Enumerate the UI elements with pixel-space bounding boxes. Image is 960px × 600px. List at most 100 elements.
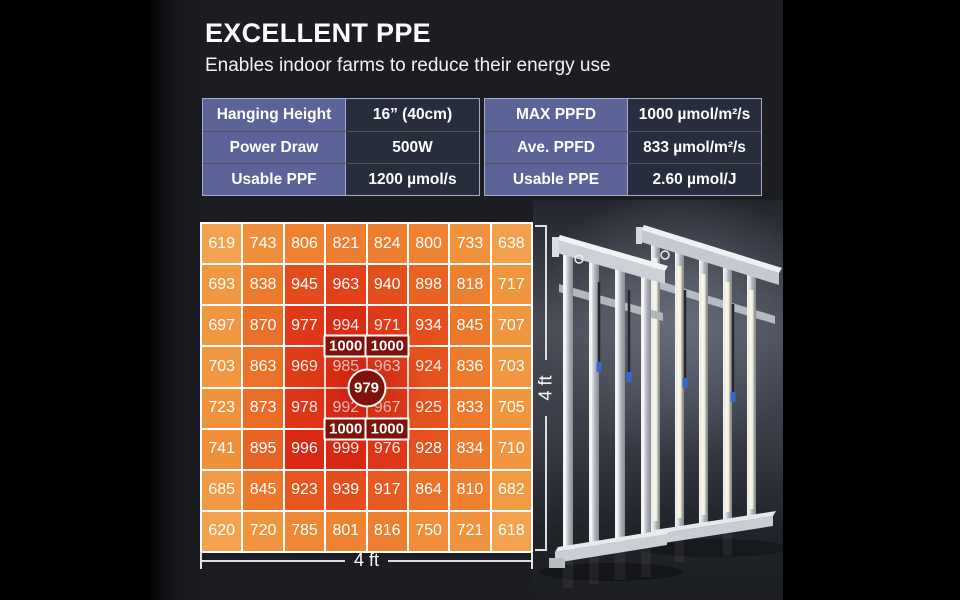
- ppfd-cell: 693: [202, 265, 242, 305]
- rail-end-cap: [552, 237, 559, 257]
- ppfd-cell: 682: [491, 470, 531, 510]
- dimension-line: [388, 559, 532, 562]
- bottom-rail: [555, 534, 667, 563]
- ppfd-cell: 806: [284, 224, 325, 264]
- ppfd-cell: 810: [450, 470, 490, 510]
- ppfd-cell: 917: [367, 470, 407, 510]
- spec-table-left: Hanging Height 16” (40cm) Power Draw 500W Us…: [202, 98, 480, 196]
- ppfd-cell: 945: [284, 265, 325, 305]
- spec-value: 833 µmol/m²/s: [628, 132, 761, 163]
- ppfd-cell: 870: [243, 306, 283, 346]
- ppfd-cell: 985: [326, 347, 366, 387]
- dimension-line: [545, 225, 547, 360]
- top-rail-face: [557, 235, 668, 271]
- ppfd-cell: 976: [367, 429, 407, 469]
- x-dimension: 4 ft: [200, 550, 534, 570]
- ppfd-cell: 963: [326, 265, 366, 305]
- dimension-line: [545, 416, 547, 551]
- ppfd-cell: 978: [284, 388, 325, 428]
- ppfd-cell: 707: [491, 306, 531, 346]
- ppfd-cell: 703: [202, 347, 242, 387]
- dimension-tick: [531, 552, 534, 569]
- ppfd-cell: 925: [408, 388, 449, 428]
- ppfd-cell: 967: [367, 388, 407, 428]
- spec-label: Power Draw: [203, 132, 346, 163]
- ppfd-cell: 963: [367, 347, 407, 387]
- ppfd-cell: 838: [243, 265, 283, 305]
- bottom-rail-face: [555, 529, 670, 552]
- ppfd-cell: 999: [326, 429, 366, 469]
- ppfd-cell: 992: [326, 388, 366, 428]
- ppfd-cell: 818: [450, 265, 490, 305]
- spec-value: 500W: [346, 132, 479, 163]
- ppfd-cell: 928: [408, 429, 449, 469]
- x-dimension-label: 4 ft: [354, 550, 380, 570]
- ppfd-cell: 785: [284, 511, 325, 551]
- spreader-rail: [559, 284, 663, 321]
- dimension-tick: [200, 552, 202, 569]
- ppfd-cell: 720: [243, 511, 283, 551]
- ppfd-cell: 618: [491, 511, 531, 551]
- spec-value: 1200 µmol/s: [346, 164, 479, 195]
- top-rail-face: [641, 225, 782, 273]
- spec-label: Usable PPE: [485, 164, 628, 195]
- ppfd-cell: 934: [408, 306, 449, 346]
- ppfd-cell: 940: [367, 265, 407, 305]
- ppfd-cell: 821: [326, 224, 366, 264]
- floor-reflections: [563, 528, 732, 588]
- cable-connector: [730, 392, 736, 402]
- ppfd-cell: 733: [450, 224, 490, 264]
- spec-row: MAX PPFD 1000 µmol/m²/s: [485, 99, 761, 131]
- floor-shadow: [637, 539, 783, 557]
- ppfd-cell: 977: [284, 306, 325, 346]
- ppfd-cell: 801: [326, 511, 366, 551]
- page-subtitle: Enables indoor farms to reduce their ene…: [205, 55, 611, 76]
- ppfd-cell: 836: [450, 347, 490, 387]
- cable-connector: [626, 372, 632, 382]
- ppfd-cell: 705: [491, 388, 531, 428]
- spec-label: MAX PPFD: [485, 99, 628, 131]
- page-title: EXCELLENT PPE: [205, 18, 431, 48]
- spec-row: Hanging Height 16” (40cm): [203, 99, 479, 131]
- ppfd-cell: 721: [450, 511, 490, 551]
- spec-value: 2.60 µmol/J: [628, 164, 761, 195]
- light-bars: [563, 244, 651, 550]
- ppfd-cell: 864: [408, 470, 449, 510]
- y-dimension: 4 ft: [535, 225, 556, 551]
- ppfd-heatmap: 619 743 806 821 824 800 733 638 693 838 945 963 940 8…: [200, 222, 533, 553]
- eyebolt-ring: [660, 250, 670, 260]
- top-rail: [641, 230, 779, 285]
- ppfd-cell: 895: [243, 429, 283, 469]
- ppfd-cell: 619: [202, 224, 242, 264]
- spec-row: Ave. PPFD 833 µmol/m²/s: [485, 131, 761, 163]
- spec-table-right: MAX PPFD 1000 µmol/m²/s Ave. PPFD 833 µmol/…: [484, 98, 762, 196]
- spec-label: Usable PPF: [203, 164, 346, 195]
- ppfd-cell: 723: [202, 388, 242, 428]
- eyebolt-ring: [574, 254, 584, 264]
- hanging-cables: [683, 290, 735, 392]
- ppfd-cell: 638: [491, 224, 531, 264]
- rail-end-cap: [636, 227, 642, 244]
- grow-light-illustration: [539, 225, 783, 588]
- floor-shadow: [539, 563, 683, 581]
- ppfd-cell: 845: [243, 470, 283, 510]
- light-bars: [651, 238, 756, 531]
- spec-label: Hanging Height: [203, 99, 346, 131]
- ppfd-cell: 824: [367, 224, 407, 264]
- light-unit-back: [636, 225, 782, 546]
- ppfd-cell: 923: [284, 470, 325, 510]
- ppfd-cell: 898: [408, 265, 449, 305]
- cable-connector: [682, 378, 688, 388]
- spec-tables: Hanging Height 16” (40cm) Power Draw 500W Us…: [202, 98, 762, 196]
- ppfd-cell: 971: [367, 306, 407, 346]
- ppfd-cell: 845: [450, 306, 490, 346]
- ppfd-cell: 873: [243, 388, 283, 428]
- ppfd-cell: 750: [408, 511, 449, 551]
- content-panel: EXCELLENT PPE Enables indoor farms to re…: [150, 0, 783, 600]
- bottom-rail-face: [645, 511, 776, 536]
- spec-row: Power Draw 500W: [203, 131, 479, 163]
- dimension-tick: [535, 225, 547, 227]
- ppfd-cell: 863: [243, 347, 283, 387]
- ppfd-cell: 816: [367, 511, 407, 551]
